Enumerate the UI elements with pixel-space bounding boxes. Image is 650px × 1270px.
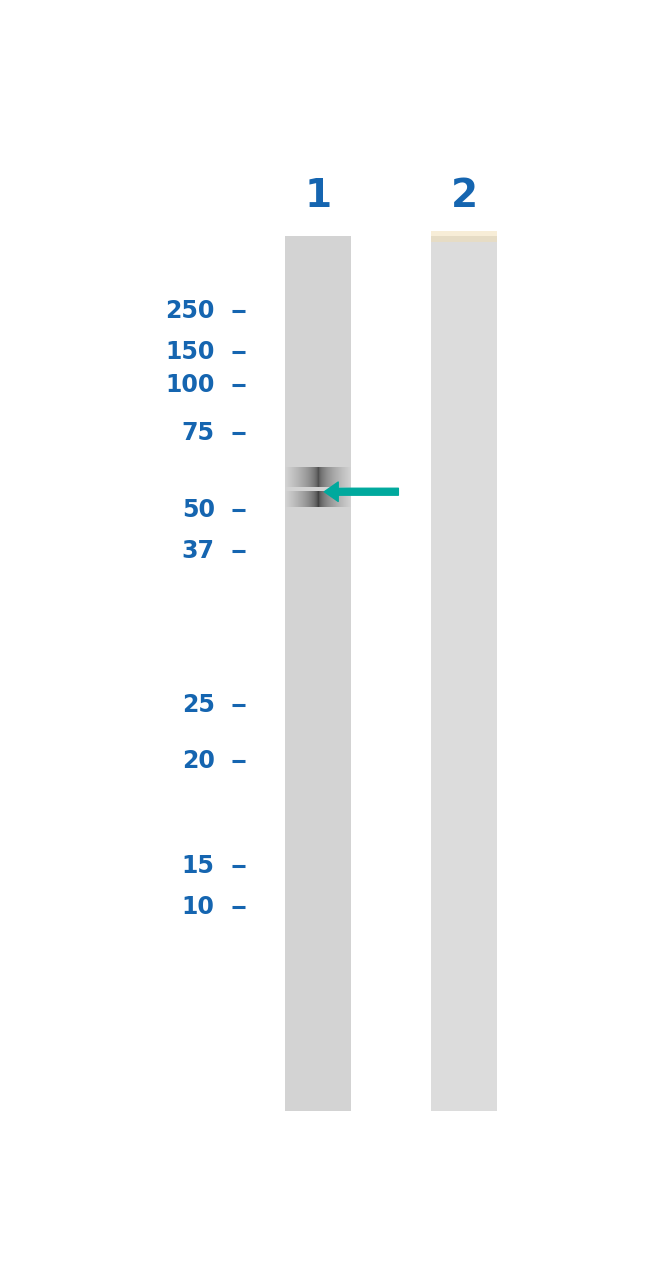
Text: 150: 150 <box>165 340 214 364</box>
Text: 37: 37 <box>182 540 215 564</box>
Text: 25: 25 <box>182 693 215 716</box>
Text: 75: 75 <box>182 422 215 444</box>
Text: 2: 2 <box>450 178 478 216</box>
Text: 20: 20 <box>182 748 215 772</box>
Text: 100: 100 <box>165 373 214 398</box>
FancyArrowPatch shape <box>324 483 398 502</box>
Text: 10: 10 <box>182 895 215 919</box>
Text: 50: 50 <box>182 498 215 522</box>
Text: 1: 1 <box>304 178 332 216</box>
Bar <box>432 235 497 1111</box>
Bar <box>285 235 351 1111</box>
Bar <box>432 231 497 243</box>
Text: 15: 15 <box>182 855 215 879</box>
Text: 250: 250 <box>165 298 214 323</box>
